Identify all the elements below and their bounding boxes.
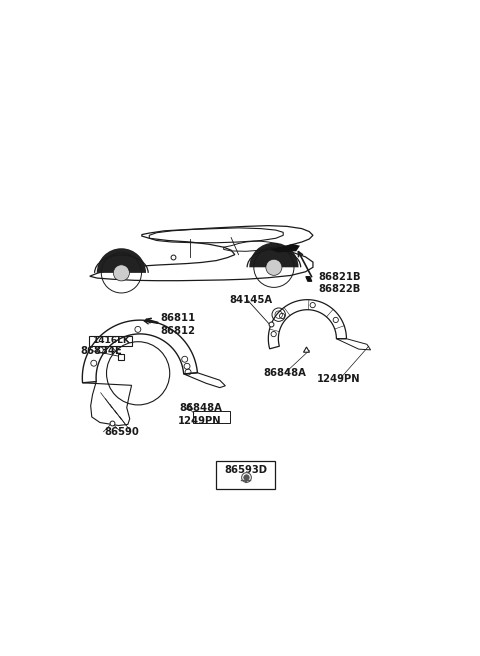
Text: 86821B
86822B: 86821B 86822B xyxy=(319,272,361,294)
Text: 86834E: 86834E xyxy=(81,346,122,356)
Polygon shape xyxy=(119,251,124,255)
Circle shape xyxy=(266,259,282,276)
Text: 1249PN: 1249PN xyxy=(178,415,222,426)
Text: 86848A: 86848A xyxy=(179,403,222,413)
Wedge shape xyxy=(249,243,299,267)
Text: 86848A: 86848A xyxy=(264,368,307,378)
Text: 1416LK: 1416LK xyxy=(92,337,130,346)
Text: 86590: 86590 xyxy=(104,426,139,437)
Wedge shape xyxy=(97,248,146,273)
Text: 86593D: 86593D xyxy=(224,465,267,475)
Circle shape xyxy=(113,265,130,281)
Text: 84145A: 84145A xyxy=(229,295,272,306)
Text: 1249PN: 1249PN xyxy=(317,374,360,384)
Text: 86811
86812: 86811 86812 xyxy=(160,314,196,336)
Polygon shape xyxy=(270,244,300,253)
